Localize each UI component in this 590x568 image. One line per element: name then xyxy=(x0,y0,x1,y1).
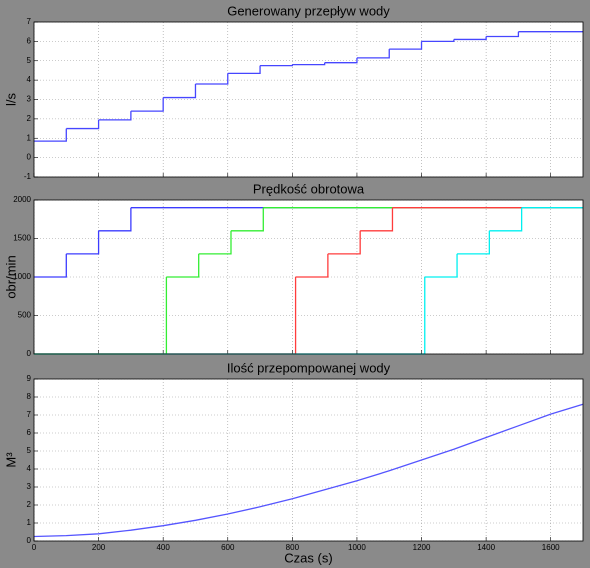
y-tick-label: 1 xyxy=(27,518,32,527)
y-tick-label: 0 xyxy=(27,349,32,358)
step-segment xyxy=(292,62,326,66)
x-tick-label: 1000 xyxy=(348,543,366,552)
step-segment xyxy=(34,253,67,278)
y-tick-label: 1000 xyxy=(13,272,31,281)
y-tick-label: 2 xyxy=(27,114,32,123)
y-tick-label: 3 xyxy=(27,95,32,104)
subplot: Generowany przepływ wody l/s -1 0 1 2 3 4 5 6 7 xyxy=(3,3,584,181)
step-segment xyxy=(453,36,487,41)
y-tick-label: 5 xyxy=(27,56,32,65)
y-tick-label: 9 xyxy=(27,374,32,383)
y-tick-label: 4 xyxy=(27,75,32,84)
y-axis-label: l/s xyxy=(3,93,18,107)
y-tick-label: 7 xyxy=(27,410,32,419)
y-axis-label: obr/min xyxy=(3,255,18,298)
chart-title: Ilość przepompowanej wody xyxy=(227,360,391,375)
x-tick-label: 1400 xyxy=(477,543,495,552)
step-segment xyxy=(457,230,490,255)
step-segment xyxy=(230,207,264,232)
y-tick-label: 0 xyxy=(27,153,32,162)
chart-title: Generowany przepływ wody xyxy=(227,3,390,18)
step-segment xyxy=(360,207,394,232)
line xyxy=(33,403,584,538)
axes-frame xyxy=(33,21,584,178)
y-tick-label: 7 xyxy=(27,17,32,26)
chart-title: Prędkość obrotowa xyxy=(253,181,365,196)
step-segment xyxy=(486,31,520,38)
y-tick-label: 1500 xyxy=(13,234,31,243)
x-tick-label: 800 xyxy=(286,543,300,552)
axes-frame xyxy=(33,199,584,355)
subplot: Ilość przepompowanej wody M³ Czas (s) 0 1 2 3 4… xyxy=(3,360,584,565)
step-segment xyxy=(324,57,358,64)
y-tick-label: 5 xyxy=(27,446,32,455)
axes-frame xyxy=(33,378,584,542)
step-segment xyxy=(227,65,261,74)
y-tick-label: 6 xyxy=(27,36,32,45)
step-segment xyxy=(66,119,100,130)
x-tick-label: 1200 xyxy=(413,543,431,552)
x-axis-label: Czas (s) xyxy=(284,550,332,565)
step-segment xyxy=(198,230,232,255)
y-tick-label: 2 xyxy=(27,500,32,509)
step-segment xyxy=(327,230,361,255)
y-tick-label: 6 xyxy=(27,428,32,437)
step-segment xyxy=(389,41,423,50)
step-segment xyxy=(163,84,197,99)
subplot: Prędkość obrotowa obr/min 0 500 1000 1500 2000 xyxy=(3,181,584,358)
y-tick-label: 1 xyxy=(27,133,32,142)
x-tick-label: 600 xyxy=(221,543,235,552)
y-tick-label: 0 xyxy=(27,536,32,545)
step-segment xyxy=(424,253,458,278)
y-tick-label: -1 xyxy=(24,172,32,181)
y-tick-label: 3 xyxy=(27,482,32,491)
step-segment xyxy=(295,253,329,278)
x-tick-label: 1600 xyxy=(542,543,560,552)
step-segment xyxy=(66,230,100,255)
y-tick-label: 2000 xyxy=(13,195,31,204)
step-segment xyxy=(130,97,164,112)
step-segment xyxy=(195,73,229,85)
step-segment xyxy=(356,49,390,59)
x-tick-label: 400 xyxy=(156,543,170,552)
step-segment xyxy=(98,111,132,121)
y-axis-label: M³ xyxy=(3,452,18,468)
step-segment xyxy=(98,207,132,232)
step-segment xyxy=(489,207,523,232)
x-tick-label: 200 xyxy=(92,543,106,552)
x-tick-label: 0 xyxy=(32,543,37,552)
y-tick-label: 4 xyxy=(27,464,32,473)
step-segment xyxy=(34,128,67,142)
y-tick-label: 500 xyxy=(18,311,32,320)
plot-area xyxy=(34,379,583,541)
step-segment xyxy=(166,253,200,278)
plot-area xyxy=(34,22,583,177)
y-tick-label: 8 xyxy=(27,392,32,401)
